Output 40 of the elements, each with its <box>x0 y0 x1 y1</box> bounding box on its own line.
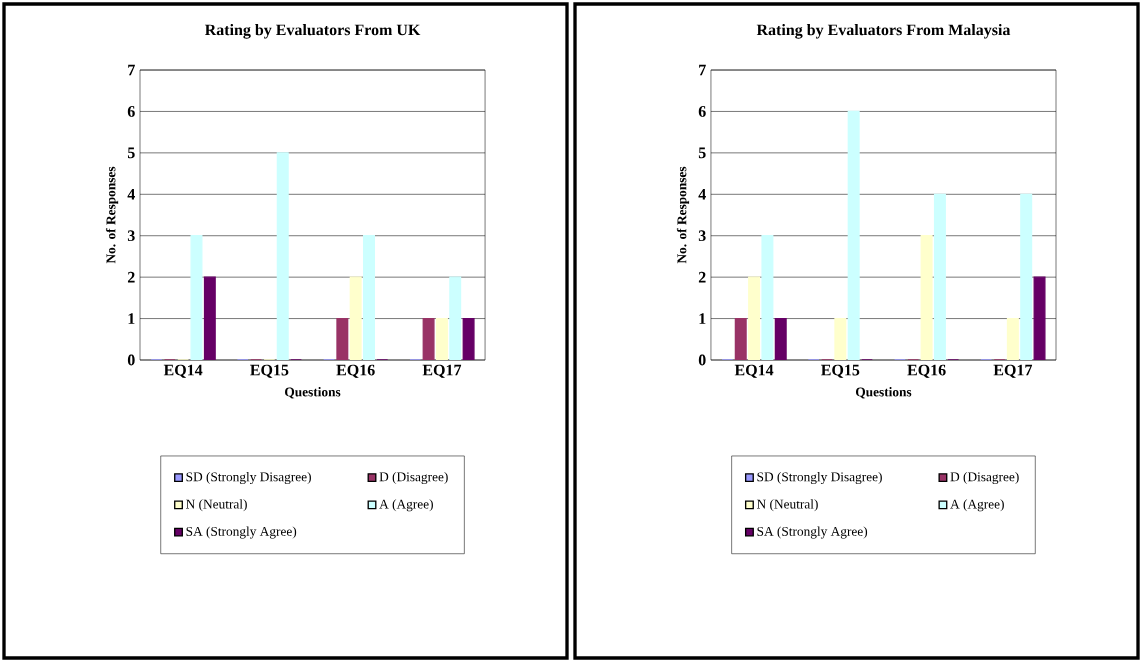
y-tick-label: 0 <box>698 354 706 366</box>
y-tick-label: 6 <box>698 106 706 117</box>
legend-label: A (Agree) <box>379 499 433 512</box>
chart-title: Rating by Evaluators From Malaysia <box>756 24 1011 39</box>
y-tick-label: 7 <box>128 64 135 76</box>
y-tick-label: 2 <box>698 271 706 283</box>
y-axis-title: No. of Responses <box>676 166 690 264</box>
y-tick-label: 5 <box>698 147 706 159</box>
x-tick-label: EQ17 <box>422 364 462 378</box>
legend-label: SD (Strongly Disagree) <box>186 471 311 485</box>
y-axis-title: No. of Responses <box>105 166 119 264</box>
y-tick-label: 3 <box>127 230 135 242</box>
y-tick-label: 7 <box>699 64 706 76</box>
x-tick-label: EQ14 <box>163 364 203 378</box>
legend-label: N (Neutral) <box>186 499 247 512</box>
y-tick-label: 4 <box>127 189 135 200</box>
legend-label: N (Neutral) <box>756 499 818 512</box>
x-axis-title: Questions <box>855 387 912 399</box>
x-tick-label: EQ15 <box>821 364 860 378</box>
legend-label: SA (Strongly Agree) <box>186 526 297 539</box>
legend-label: D (Disagree) <box>950 471 1019 485</box>
x-tick-label: EQ15 <box>250 364 289 378</box>
y-tick-label: 2 <box>127 271 135 283</box>
legend-label: A (Agree) <box>950 499 1004 512</box>
legend-label: D (Disagree) <box>379 471 448 485</box>
x-tick-label: EQ16 <box>907 364 946 378</box>
y-tick-label: 0 <box>127 354 135 366</box>
y-tick-label: 1 <box>699 313 706 324</box>
y-tick-label: 4 <box>698 189 706 200</box>
y-tick-label: 5 <box>127 147 135 159</box>
y-tick-label: 6 <box>127 106 135 117</box>
legend-label: SD (Strongly Disagree) <box>757 471 882 485</box>
legend-label: SA (Strongly Agree) <box>757 526 868 539</box>
y-tick-label: 3 <box>698 230 706 242</box>
chart-title: Rating by Evaluators From UK <box>204 24 421 39</box>
x-tick-label: EQ14 <box>734 364 774 378</box>
x-axis-title: Questions <box>285 387 341 399</box>
x-tick-label: EQ16 <box>336 364 375 378</box>
y-tick-label: 1 <box>128 313 135 324</box>
x-tick-label: EQ17 <box>993 364 1033 378</box>
